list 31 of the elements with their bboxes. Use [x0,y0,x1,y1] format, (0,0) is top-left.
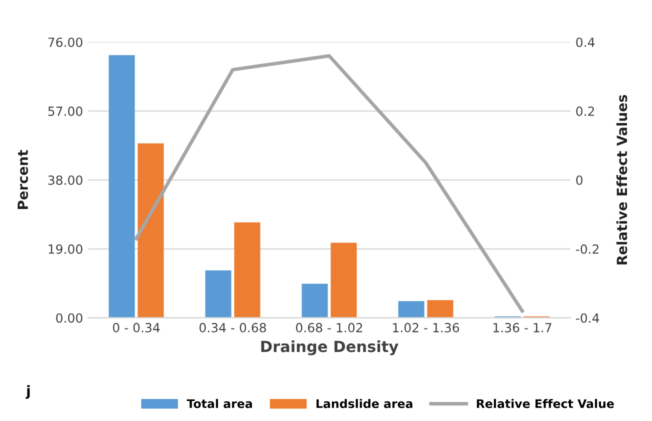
y-tick-label: 0.00 [56,313,82,323]
bar [234,222,260,318]
bar [302,284,328,318]
text: j [26,385,30,399]
x-tick-label: 1.36 - 1.7 [494,322,552,332]
y-tick-label: 76.00 [48,38,82,48]
y2-tick-label: 0 [576,175,582,185]
y2-tick-label: 0.4 [576,38,595,48]
x-axis-title: Drainge Density [261,340,398,356]
legend-label: Total area [186,398,252,408]
legend-label: Landslide area [316,398,412,408]
y-tick-label: 38.00 [48,175,82,185]
y2-tick-label: 0.2 [576,106,594,116]
x-tick-label: 0.34 - 0.68 [200,322,266,332]
x-tick-label: 0 - 0.34 [112,322,160,332]
bar [108,55,135,318]
x-tick-label: 0.68 - 1.02 [296,322,362,332]
line-series [134,54,524,313]
bar [427,300,454,318]
legend-label: Relative Effect Value [476,398,614,408]
y-tick-label: 19.00 [48,244,82,254]
bar [398,301,424,318]
y2-axis-title: Relative Effect Values [616,94,628,264]
bar [205,270,232,318]
y2-tick-label: -0.2 [576,244,598,254]
y-tick-label: 57.00 [48,106,82,116]
y-axis-title: Percent [18,150,28,210]
y2-tick-label: -0.4 [576,313,600,323]
x-tick-label: 1.02 - 1.36 [393,322,460,332]
bar [138,143,164,318]
bar [330,242,357,318]
